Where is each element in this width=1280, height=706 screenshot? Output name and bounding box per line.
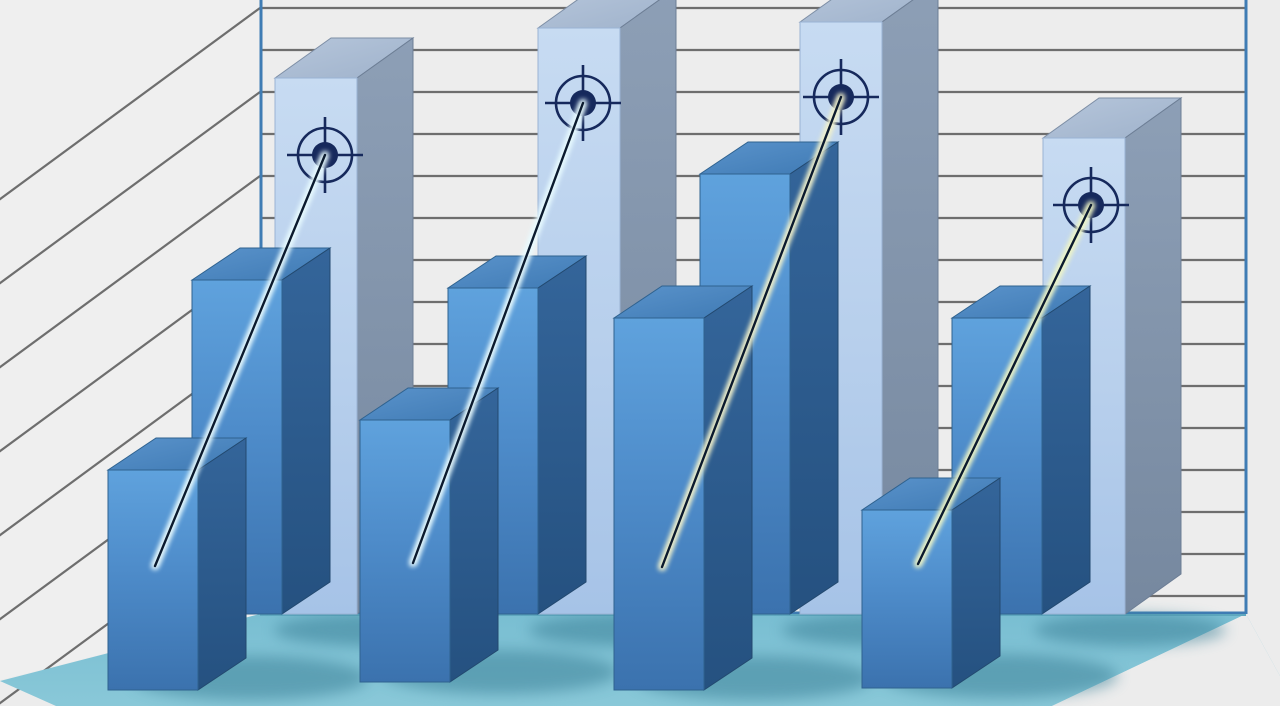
pointer-arrows-group (152, 94, 1094, 570)
blue-bar-2-front (359, 419, 451, 683)
blue-bar-4[interactable] (860, 477, 1002, 689)
blue-bar-3[interactable] (612, 285, 754, 691)
pale-bar-4-side (1124, 97, 1182, 615)
blue-bar-8[interactable] (950, 285, 1092, 615)
blue-bar-2[interactable] (358, 387, 500, 683)
pointer-arrow-3[interactable] (659, 94, 844, 570)
blue-bar-6-side (537, 255, 587, 615)
pointer-arrow-2[interactable] (410, 100, 586, 566)
blue-bar-1-front (107, 469, 199, 691)
front-bars-group (106, 285, 1002, 691)
blue-bar-3-front (613, 317, 705, 691)
blue-bar-1[interactable] (106, 437, 248, 691)
blue-bar-4-side (951, 477, 1001, 689)
blue-bar-1-side (197, 437, 247, 691)
blue-bar-4-front (861, 509, 953, 689)
blue-bar-2-side (449, 387, 499, 683)
pointer-arrow-1[interactable] (152, 152, 328, 569)
pointer-arrow-4[interactable] (915, 202, 1094, 567)
blue-bar-5-side (281, 247, 331, 615)
blue-bar-8-side (1041, 285, 1091, 615)
